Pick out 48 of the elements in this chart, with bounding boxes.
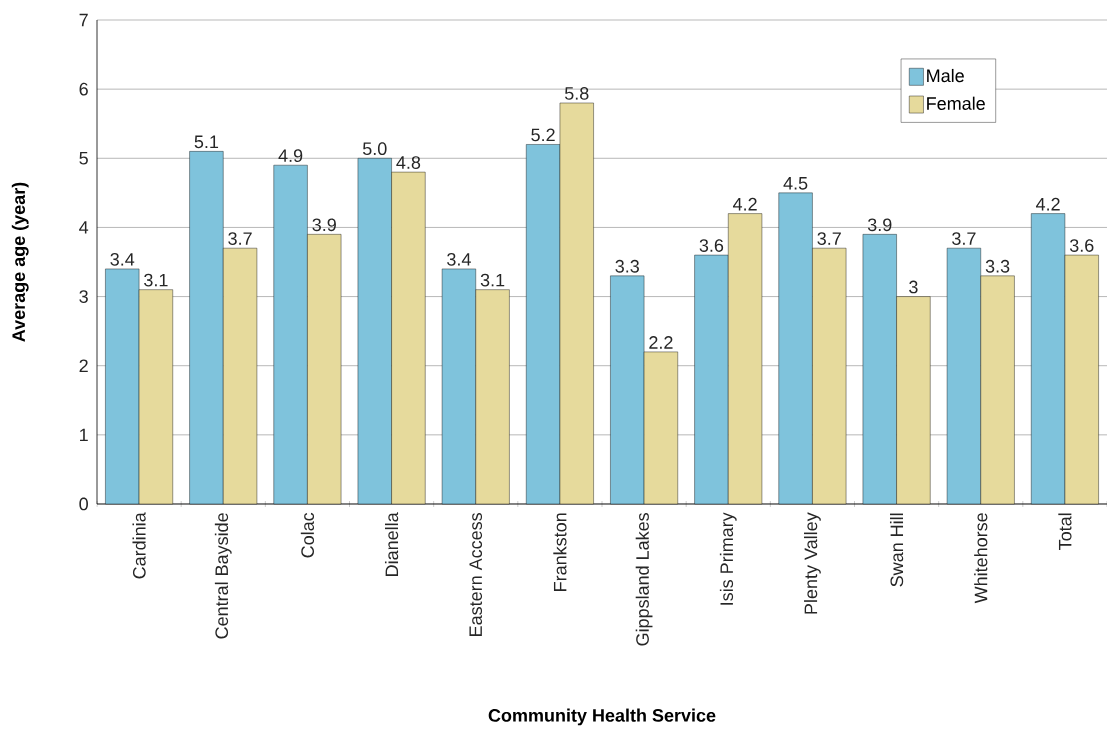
x-tick-label: Cardinia: [132, 512, 146, 579]
x-tick-label: Colac: [300, 512, 315, 558]
y-axis-title: Average age (year): [11, 182, 29, 342]
data-label: 2.2: [649, 336, 673, 349]
data-label: 3.1: [480, 273, 505, 287]
x-axis-title: Community Health Service: [488, 708, 716, 726]
y-tick-label: 1: [80, 428, 88, 442]
x-tick-label: Isis Primary: [719, 512, 737, 605]
data-label: 5.1: [194, 135, 219, 149]
data-label: 4.9: [278, 149, 303, 162]
x-tick-label: Eastern Access: [469, 513, 483, 636]
y-tick-label: 7: [79, 13, 88, 27]
data-label: 3.9: [312, 218, 336, 232]
data-label: 4.2: [732, 197, 757, 211]
data-label: 4.5: [783, 177, 808, 190]
y-tick-label: 2: [79, 359, 88, 372]
y-tick-label: 5: [79, 152, 88, 165]
y-tick-label: 6: [79, 82, 88, 96]
y-tick-label: 4: [79, 221, 89, 234]
data-label: 3.6: [1069, 239, 1094, 252]
data-label: 3.7: [228, 232, 252, 245]
x-tick-label: Plenty Valley: [804, 512, 821, 614]
legend-label: Female: [927, 96, 985, 110]
y-tick-label: 3: [79, 290, 88, 303]
data-label: 4.8: [396, 156, 421, 169]
x-tick-label: Swan Hill: [889, 513, 904, 587]
data-label: 3.3: [615, 259, 639, 273]
x-tick-label: Total: [1058, 513, 1072, 550]
data-label: 3.6: [699, 239, 724, 252]
data-label: 3.1: [144, 273, 168, 287]
data-label: 3.7: [952, 232, 976, 245]
data-label: 3.9: [867, 218, 892, 232]
data-label: 5.0: [362, 142, 387, 156]
data-label: 3.4: [447, 252, 471, 266]
data-label: 5.2: [531, 128, 555, 142]
x-tick-label: Central Bayside: [214, 513, 232, 639]
x-tick-label: Dianella: [384, 512, 399, 576]
x-tick-label: Gippsland Lakes: [635, 513, 653, 646]
x-tick-label: Whitehorse: [974, 513, 988, 604]
data-label: 3.4: [110, 252, 135, 266]
data-label: 3.7: [817, 232, 841, 245]
data-label: 5.8: [564, 87, 589, 100]
data-label: 3.3: [985, 259, 1010, 273]
y-tick-label: 0: [79, 497, 88, 511]
legend-label: Male: [927, 68, 964, 83]
x-tick-label: Frankston: [553, 513, 567, 591]
data-label: 4.2: [1035, 197, 1060, 211]
data-label: 3: [909, 280, 918, 294]
